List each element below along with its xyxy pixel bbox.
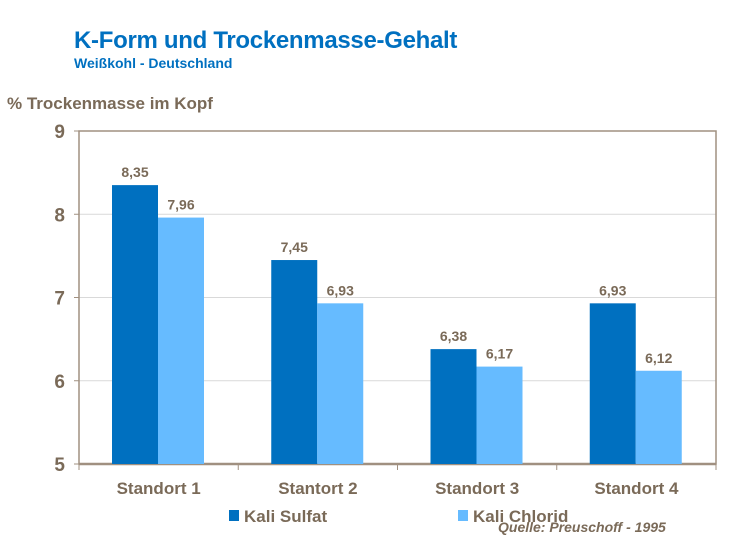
chart-title: K-Form und Trockenmasse-Gehalt — [74, 27, 458, 54]
bar — [589, 303, 636, 464]
x-tick-label: Standort 1 — [117, 479, 201, 498]
bar — [112, 185, 158, 465]
bar — [271, 260, 318, 464]
data-label: 6,12 — [645, 350, 672, 366]
legend-swatch — [229, 510, 239, 521]
legend-label: Kali Chlorid — [473, 507, 568, 526]
bar — [317, 303, 364, 464]
bar — [430, 349, 477, 464]
y-axis-label: % Trockenmasse im Kopf — [7, 94, 213, 113]
x-tick-label: Stantort 2 — [278, 479, 357, 498]
data-label: 6,93 — [327, 282, 354, 298]
y-tick-label: 7 — [54, 289, 65, 310]
y-tick-label: 9 — [54, 122, 65, 143]
y-tick-label: 5 — [54, 455, 65, 476]
data-label: 6,38 — [440, 328, 467, 344]
legend-swatch — [458, 510, 468, 521]
x-tick-label: Standort 3 — [435, 479, 519, 498]
data-label: 6,17 — [486, 346, 513, 362]
source-note: Quelle: Preuschoff - 1995 — [498, 519, 666, 535]
chart-subtitle: Weißkohl - Deutschland — [74, 55, 233, 71]
legend-label: Kali Sulfat — [244, 507, 327, 526]
bar — [635, 370, 682, 464]
data-label: 7,45 — [281, 239, 308, 255]
x-tick-label: Standort 4 — [594, 479, 679, 498]
data-label: 7,96 — [167, 197, 194, 213]
bar — [476, 366, 523, 464]
data-label: 8,35 — [121, 164, 148, 180]
y-tick-label: 6 — [54, 372, 65, 393]
bar — [158, 217, 204, 464]
y-tick-label: 8 — [54, 205, 65, 226]
data-label: 6,93 — [599, 282, 626, 298]
